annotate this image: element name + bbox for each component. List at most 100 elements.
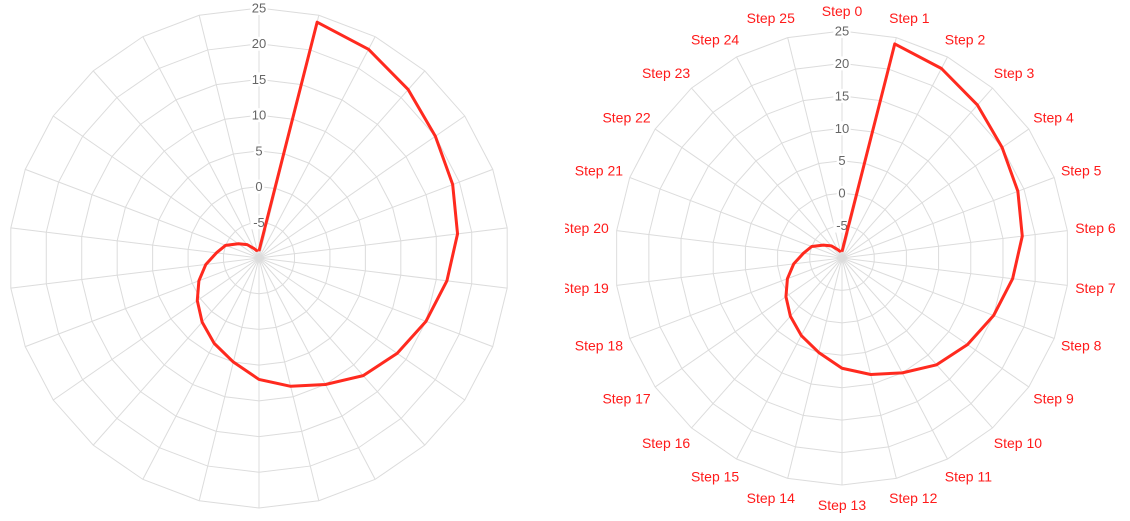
angle-line bbox=[258, 257, 376, 480]
data-point bbox=[822, 244, 825, 246]
data-point bbox=[196, 299, 199, 302]
angle-line bbox=[198, 257, 260, 501]
radar-chart-left: -5 0 5 10 15 20 25 bbox=[10, 1, 508, 509]
angle-line bbox=[142, 257, 260, 480]
point-label-14: Step 14 bbox=[747, 490, 795, 506]
data-point bbox=[901, 372, 904, 374]
angle-line bbox=[841, 230, 1068, 259]
angle-line bbox=[258, 257, 466, 401]
data-point bbox=[246, 243, 248, 246]
angle-line bbox=[841, 56, 948, 259]
point-label-6: Step 6 bbox=[1075, 220, 1116, 236]
point-label-9: Step 9 bbox=[1033, 390, 1074, 406]
angle-line bbox=[691, 87, 843, 259]
angle-line bbox=[629, 177, 843, 259]
tick-label-backdrop bbox=[250, 72, 268, 87]
data-point bbox=[258, 378, 260, 381]
angle-line bbox=[258, 115, 466, 259]
angle-line bbox=[92, 70, 260, 259]
angle-line bbox=[736, 257, 843, 460]
point-label-10: Step 10 bbox=[994, 435, 1042, 451]
tick-label-backdrop bbox=[833, 88, 851, 103]
data-point bbox=[198, 280, 200, 282]
point-label-4: Step 4 bbox=[1033, 110, 1074, 126]
angle-line bbox=[258, 257, 426, 446]
angle-line bbox=[841, 257, 1055, 339]
angle-line bbox=[10, 257, 260, 289]
data-point bbox=[893, 43, 896, 45]
angle-line bbox=[198, 15, 260, 259]
tick-label-backdrop bbox=[833, 24, 851, 38]
point-label-20: Step 20 bbox=[565, 220, 609, 236]
data-point bbox=[789, 315, 792, 318]
data-point bbox=[817, 351, 820, 354]
tick-label: 5 bbox=[255, 143, 262, 158]
data-point bbox=[785, 295, 787, 298]
data-point bbox=[869, 373, 872, 376]
data-point bbox=[396, 352, 398, 355]
tick-label-backdrop bbox=[250, 108, 268, 123]
tick-label: 20 bbox=[252, 36, 266, 51]
tick-label-backdrop bbox=[253, 179, 265, 194]
tick-label-backdrop bbox=[836, 153, 848, 168]
data-point bbox=[205, 263, 207, 266]
data-point bbox=[324, 383, 327, 386]
angle-line bbox=[616, 257, 843, 286]
radial-ticks: -5 0 5 10 15 20 25 bbox=[250, 1, 268, 230]
angle-line bbox=[841, 257, 948, 460]
angle-line bbox=[787, 37, 843, 259]
data-point bbox=[792, 263, 795, 265]
angle-line bbox=[258, 70, 426, 259]
radar-series bbox=[784, 42, 1024, 376]
angle-line bbox=[25, 257, 260, 348]
series-line bbox=[195, 20, 460, 388]
angle-line bbox=[25, 168, 260, 259]
point-label-12: Step 12 bbox=[889, 490, 937, 506]
tick-label: 10 bbox=[835, 121, 849, 136]
data-point bbox=[256, 250, 259, 252]
angle-line bbox=[258, 168, 493, 259]
data-point bbox=[456, 233, 459, 235]
point-labels: Step 0 Step 1 Step 2 Step 3 Step 4 Step 5 Step… bbox=[565, 3, 1116, 513]
data-point bbox=[1017, 190, 1019, 193]
data-point bbox=[258, 250, 260, 252]
point-label-7: Step 7 bbox=[1075, 280, 1116, 296]
data-point bbox=[976, 104, 979, 106]
angle-line bbox=[52, 115, 260, 259]
tick-label: 25 bbox=[835, 24, 849, 39]
radar-grid bbox=[10, 7, 508, 509]
data-point bbox=[786, 277, 789, 280]
data-point bbox=[940, 67, 943, 70]
angle-line bbox=[142, 36, 260, 259]
series-line bbox=[784, 42, 1024, 376]
data-point bbox=[201, 321, 203, 323]
data-point bbox=[213, 342, 215, 345]
tick-label: 10 bbox=[252, 108, 266, 123]
data-point bbox=[367, 48, 370, 51]
point-label-17: Step 17 bbox=[602, 390, 650, 406]
data-point bbox=[810, 245, 813, 248]
angle-line bbox=[258, 257, 493, 348]
point-label-2: Step 2 bbox=[945, 31, 986, 47]
data-point bbox=[992, 314, 995, 317]
point-label-16: Step 16 bbox=[642, 435, 690, 451]
data-point bbox=[935, 364, 938, 366]
tick-label: 0 bbox=[838, 186, 845, 201]
tick-label-backdrop bbox=[833, 121, 851, 136]
point-label-15: Step 15 bbox=[691, 469, 739, 485]
data-point bbox=[316, 21, 318, 24]
data-point bbox=[425, 320, 427, 323]
tick-label-backdrop bbox=[836, 186, 848, 201]
data-point bbox=[451, 183, 454, 186]
angle-line bbox=[736, 56, 843, 259]
angle-line bbox=[654, 128, 843, 259]
point-label-25: Step 25 bbox=[747, 10, 795, 26]
tick-label: 5 bbox=[838, 153, 845, 168]
radar-series bbox=[195, 20, 460, 388]
point-label-18: Step 18 bbox=[575, 338, 623, 354]
point-label-11: Step 11 bbox=[945, 469, 992, 485]
angle-line bbox=[841, 177, 1055, 259]
tick-label: 15 bbox=[252, 72, 266, 87]
tick-label-backdrop bbox=[833, 56, 851, 71]
angle-line bbox=[258, 227, 508, 259]
